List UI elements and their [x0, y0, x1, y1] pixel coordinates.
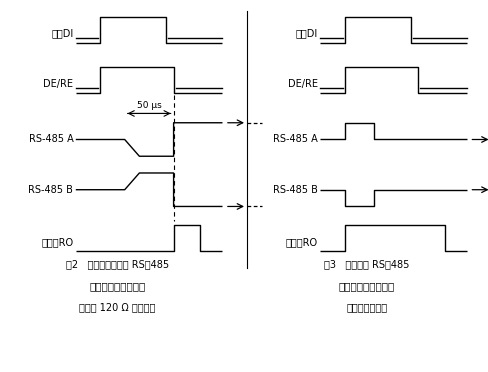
- Text: 50 μs: 50 μs: [137, 102, 161, 110]
- Text: DE/RE: DE/RE: [287, 79, 317, 89]
- Text: （加短路电缆）: （加短路电缆）: [346, 302, 386, 312]
- Text: 图3   零延时的 RS－485: 图3 零延时的 RS－485: [324, 259, 408, 269]
- Text: 接口电路的测试波形: 接口电路的测试波形: [89, 282, 145, 291]
- Text: 数据DI: 数据DI: [51, 29, 73, 38]
- Text: DE/RE: DE/RE: [43, 79, 73, 89]
- Text: 数据DI: 数据DI: [295, 29, 317, 38]
- Text: 图2   自动收发转换的 RS－485: 图2 自动收发转换的 RS－485: [66, 259, 168, 269]
- Text: RS-485 A: RS-485 A: [272, 135, 317, 144]
- Text: 接口电路的测试波形: 接口电路的测试波形: [338, 282, 394, 291]
- Text: 接收端RO: 接收端RO: [285, 237, 317, 247]
- Text: 接收端RO: 接收端RO: [41, 237, 73, 247]
- Text: （未加 120 Ω 端电阻）: （未加 120 Ω 端电阻）: [79, 302, 155, 312]
- Text: RS-485 A: RS-485 A: [28, 135, 73, 144]
- Text: RS-485 B: RS-485 B: [272, 185, 317, 195]
- Text: RS-485 B: RS-485 B: [28, 185, 73, 195]
